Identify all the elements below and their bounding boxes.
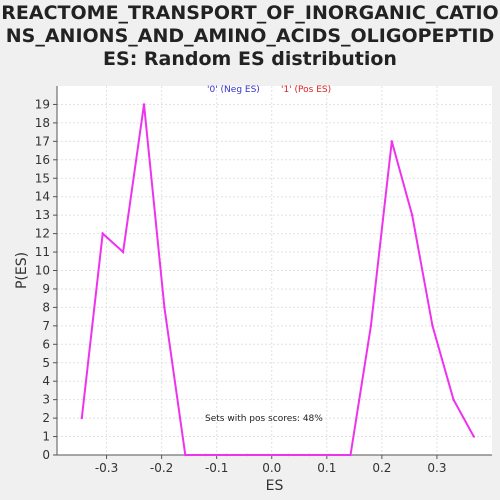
y-tick-label: 0 — [42, 448, 50, 462]
y-tick-label: 7 — [42, 319, 50, 333]
data-point — [245, 453, 249, 457]
x-tick-label: -0.1 — [205, 461, 228, 475]
y-tick-label: 13 — [35, 208, 50, 222]
x-tick-label: 0.3 — [427, 461, 446, 475]
data-point — [369, 324, 373, 328]
y-tick-label: 18 — [35, 116, 50, 130]
data-point — [328, 453, 331, 457]
data-point — [80, 416, 83, 420]
data-point — [349, 453, 352, 457]
y-tick-label: 6 — [42, 337, 50, 351]
y-tick-label: 9 — [42, 282, 50, 296]
data-point — [472, 435, 476, 438]
x-tick-label: -0.2 — [150, 461, 173, 475]
data-point — [204, 453, 207, 457]
x-axis-label: ES — [266, 478, 284, 494]
x-tick-label: 0.2 — [372, 461, 391, 475]
y-tick-label: 17 — [35, 134, 50, 148]
data-point — [163, 306, 166, 309]
x-tick-label: -0.3 — [95, 461, 118, 475]
y-axis-label: P(ES) — [14, 252, 30, 289]
legend-entry: '1' (Pos ES) — [281, 85, 331, 95]
y-tick-label: 16 — [35, 153, 50, 167]
data-point — [184, 453, 187, 457]
y-tick-label: 12 — [35, 227, 50, 241]
y-tick-label: 5 — [42, 356, 50, 370]
x-tick-label: 0.0 — [262, 461, 281, 475]
y-tick-label: 3 — [42, 393, 50, 407]
y-tick-label: 1 — [42, 430, 50, 444]
legend: '0' (Neg ES) '1' (Pos ES) — [207, 85, 331, 95]
y-tick-label: 11 — [35, 245, 50, 259]
data-point — [225, 453, 228, 457]
y-tick-label: 10 — [35, 264, 50, 278]
legend-entry: '0' (Neg ES) — [207, 85, 260, 95]
data-point — [452, 398, 455, 401]
data-point — [142, 103, 146, 106]
y-tick-label: 15 — [35, 171, 50, 185]
y-tick-label: 8 — [42, 300, 50, 314]
y-tick-label: 2 — [42, 411, 50, 425]
series-line — [80, 104, 475, 456]
data-point — [410, 213, 414, 217]
data-point — [266, 453, 270, 457]
series-layer — [80, 103, 476, 457]
data-point — [307, 453, 311, 457]
data-point — [101, 232, 104, 235]
y-tick-label: 4 — [42, 374, 50, 388]
y-tick-label: 14 — [35, 190, 50, 204]
annotation-text: Sets with pos scores: 48% — [205, 414, 323, 424]
data-point — [390, 140, 393, 143]
data-point — [431, 324, 434, 328]
data-point — [121, 250, 125, 254]
y-tick-label: 19 — [35, 97, 50, 111]
data-point — [287, 453, 290, 457]
chart-title: REACTOME_TRANSPORT_OF_INORGANIC_CATIONS_… — [1, 2, 499, 70]
x-tick-label: 0.1 — [317, 461, 336, 475]
grid-lines — [57, 86, 492, 456]
